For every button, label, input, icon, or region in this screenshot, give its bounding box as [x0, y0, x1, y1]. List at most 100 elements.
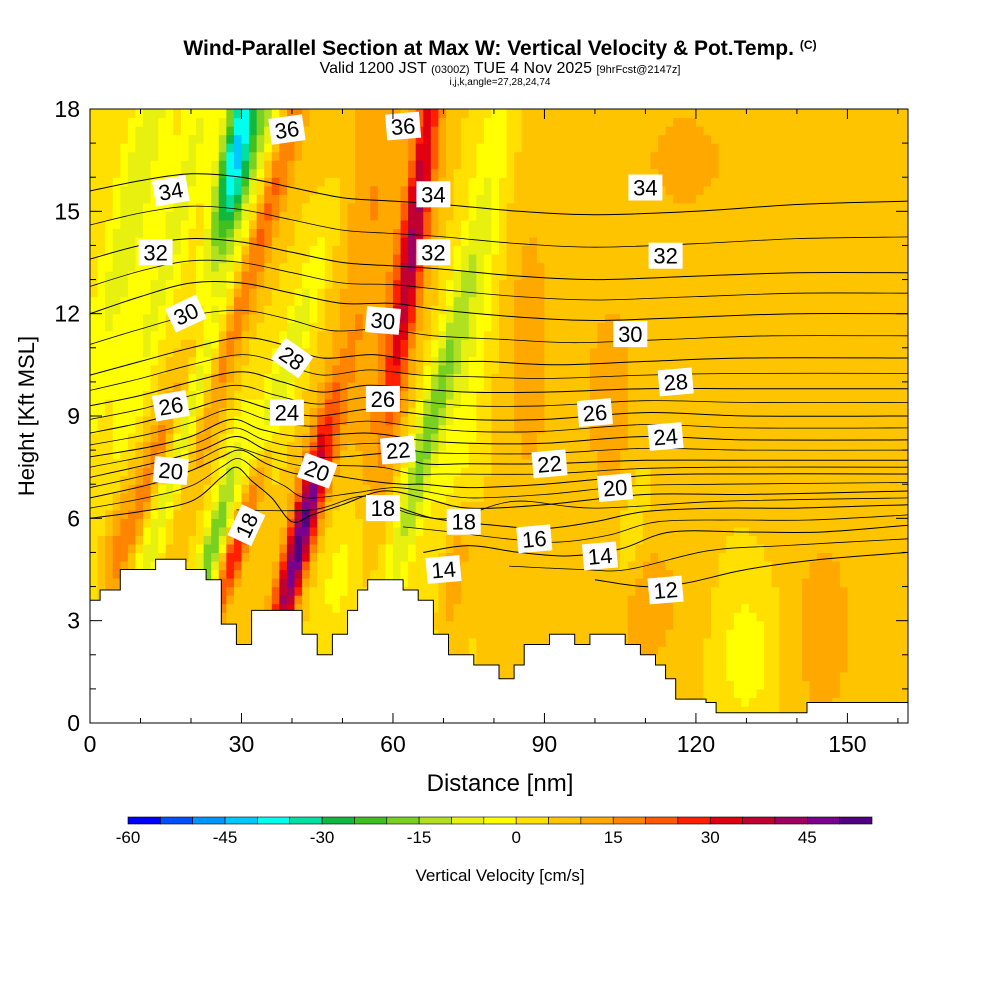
velocity-cell	[748, 458, 758, 468]
velocity-cell	[211, 560, 220, 571]
velocity-cell	[809, 373, 818, 383]
velocity-cell	[854, 492, 864, 502]
velocity-cell	[854, 424, 864, 434]
velocity-cell	[218, 492, 227, 502]
velocity-cell	[188, 339, 197, 349]
velocity-cell	[885, 543, 894, 554]
velocity-cell	[347, 373, 356, 383]
velocity-cell	[445, 424, 455, 434]
velocity-cell	[468, 347, 477, 357]
velocity-cell	[135, 373, 144, 383]
velocity-cell	[461, 637, 470, 647]
velocity-cell	[430, 492, 439, 502]
velocity-cell	[218, 578, 227, 588]
velocity-cell	[264, 535, 273, 545]
velocity-cell	[771, 612, 780, 622]
velocity-cell	[733, 364, 742, 374]
velocity-cell	[612, 450, 621, 460]
velocity-cell	[824, 364, 833, 374]
velocity-cell	[786, 416, 795, 426]
velocity-cell	[506, 492, 515, 502]
velocity-cell	[892, 450, 902, 460]
velocity-cell	[536, 501, 546, 511]
velocity-cell	[514, 450, 523, 460]
velocity-cell	[552, 407, 561, 417]
velocity-cell	[491, 603, 500, 613]
velocity-cell	[877, 569, 886, 579]
velocity-cell	[839, 688, 848, 699]
velocity-cell	[771, 330, 780, 340]
velocity-cell	[703, 492, 712, 502]
velocity-cell	[650, 535, 659, 545]
velocity-cell	[271, 364, 280, 374]
velocity-cell	[892, 398, 902, 409]
velocity-cell	[150, 322, 159, 332]
velocity-cell	[241, 373, 250, 383]
velocity-cell	[612, 373, 621, 383]
velocity-cell	[733, 398, 742, 409]
velocity-cell	[764, 373, 773, 383]
velocity-cell	[105, 373, 114, 383]
velocity-cell	[688, 509, 697, 519]
velocity-cell	[559, 586, 568, 596]
velocity-cell	[491, 552, 500, 562]
velocity-cell	[877, 424, 886, 434]
velocity-cell	[423, 492, 432, 502]
velocity-cell	[839, 535, 848, 545]
velocity-cell	[892, 578, 902, 588]
velocity-cell	[870, 407, 879, 417]
velocity-cell	[779, 578, 788, 588]
velocity-cell	[718, 509, 727, 519]
velocity-cell	[574, 620, 583, 630]
velocity-cell	[642, 543, 652, 554]
velocity-cell	[741, 339, 750, 349]
velocity-cell	[597, 501, 606, 511]
velocity-cell	[680, 663, 689, 673]
velocity-cell	[226, 467, 235, 477]
velocity-cell	[143, 475, 152, 485]
velocity-cell	[317, 424, 326, 434]
velocity-cell	[673, 416, 682, 426]
velocity-cell	[392, 347, 402, 357]
velocity-cell	[256, 595, 265, 605]
velocity-cell	[332, 356, 341, 366]
velocity-cell	[764, 697, 773, 707]
velocity-cell	[756, 680, 765, 690]
velocity-cell	[529, 569, 538, 579]
velocity-cell	[665, 629, 674, 639]
velocity-cell	[824, 543, 833, 554]
velocity-cell	[309, 535, 318, 545]
velocity-cell	[226, 416, 235, 426]
velocity-cell	[718, 646, 727, 656]
velocity-cell	[218, 509, 227, 519]
velocity-cell	[347, 330, 356, 340]
velocity-cell	[567, 629, 576, 639]
velocity-cell	[468, 578, 477, 588]
velocity-cell	[582, 450, 591, 460]
velocity-cell	[711, 543, 720, 554]
velocity-cell	[839, 450, 848, 460]
velocity-cell	[158, 501, 167, 511]
velocity-cell	[226, 475, 235, 485]
velocity-cell	[824, 347, 833, 357]
velocity-cell	[589, 475, 599, 485]
velocity-cell	[665, 646, 674, 656]
velocity-cell	[120, 424, 129, 434]
velocity-cell	[105, 407, 114, 417]
velocity-cell	[900, 441, 908, 451]
velocity-cell	[499, 637, 508, 647]
velocity-cell	[809, 629, 818, 639]
velocity-cell	[476, 339, 485, 349]
velocity-cell	[332, 492, 341, 502]
velocity-cell	[870, 330, 879, 340]
velocity-cell	[264, 364, 273, 374]
velocity-cell	[241, 475, 250, 485]
velocity-cell	[317, 339, 326, 349]
velocity-cell	[665, 526, 674, 536]
velocity-cell	[158, 552, 167, 562]
velocity-cell	[127, 526, 137, 536]
velocity-cell	[218, 424, 227, 434]
velocity-cell	[112, 373, 121, 383]
velocity-cell	[635, 450, 644, 460]
